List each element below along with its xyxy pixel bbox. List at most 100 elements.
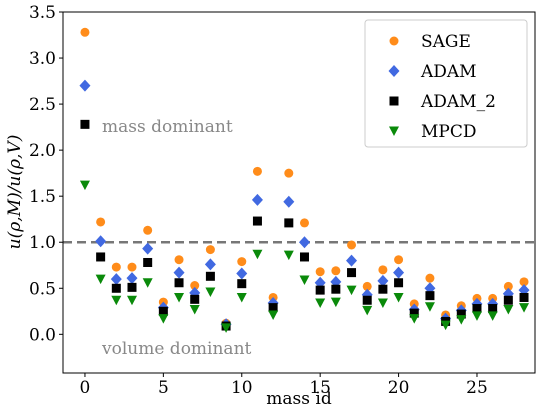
point — [315, 298, 326, 309]
x-tick-label: 20 — [388, 378, 410, 398]
y-tick-label: 2.5 — [29, 95, 56, 115]
point — [205, 245, 215, 255]
point — [471, 311, 482, 321]
point — [236, 292, 247, 303]
point — [204, 258, 216, 271]
point — [299, 252, 309, 262]
legend-marker — [389, 96, 399, 106]
legend-label: ADAM_2 — [420, 92, 496, 112]
point — [456, 309, 466, 319]
y-tick-label: 0.0 — [29, 325, 56, 345]
point — [409, 308, 419, 318]
point — [488, 304, 498, 314]
point — [347, 240, 357, 250]
point — [472, 304, 482, 314]
legend-label: SAGE — [421, 32, 471, 52]
point — [173, 266, 185, 279]
point — [205, 287, 216, 297]
point — [111, 283, 121, 293]
point — [95, 235, 107, 248]
point — [503, 304, 514, 315]
point — [190, 294, 200, 304]
point — [425, 273, 435, 283]
point — [127, 282, 137, 292]
point — [127, 262, 137, 272]
point — [315, 285, 325, 295]
point — [268, 310, 279, 320]
point — [237, 279, 247, 289]
y-tick-label: 2.0 — [29, 141, 56, 161]
point — [424, 302, 435, 312]
x-tick-label: 5 — [158, 378, 169, 398]
point — [142, 278, 153, 288]
point — [142, 242, 154, 255]
point — [503, 281, 513, 291]
point — [158, 306, 168, 316]
legend-marker — [389, 36, 399, 46]
point — [268, 303, 278, 313]
point — [315, 267, 325, 277]
annotation: volume dominant — [101, 339, 252, 359]
point — [205, 271, 215, 281]
point — [347, 268, 357, 278]
point — [284, 218, 294, 228]
point — [95, 274, 106, 285]
point — [96, 217, 106, 227]
legend-marker — [388, 65, 400, 77]
y-tick-label: 3.5 — [29, 3, 56, 23]
point — [80, 119, 90, 129]
point — [143, 257, 153, 267]
point — [440, 320, 451, 331]
point — [158, 314, 169, 324]
point — [298, 236, 310, 249]
x-axis-label: mass id — [266, 389, 332, 409]
point — [331, 266, 341, 276]
legend-label: MPCD — [421, 122, 476, 142]
point — [283, 195, 295, 208]
point — [174, 292, 185, 303]
point — [189, 304, 200, 315]
point — [331, 284, 341, 294]
point — [456, 315, 467, 325]
y-tick-label: 1.0 — [29, 233, 56, 253]
point — [237, 257, 247, 267]
point — [377, 298, 388, 309]
legend-label: ADAM — [420, 62, 477, 82]
point — [143, 225, 153, 235]
point — [362, 305, 373, 316]
point — [519, 292, 529, 302]
point — [519, 277, 529, 287]
y-axis-label: u(ρ,M)/u(ρ,V) — [5, 135, 25, 250]
point — [252, 249, 263, 260]
point — [110, 273, 122, 286]
point — [393, 266, 405, 279]
y-tick-label: 1.5 — [29, 187, 56, 207]
point — [252, 216, 262, 226]
x-tick-label: 0 — [80, 378, 91, 398]
point — [362, 281, 372, 291]
point — [330, 297, 341, 308]
point — [111, 295, 122, 306]
point — [111, 262, 121, 272]
point — [251, 193, 263, 206]
point — [519, 303, 530, 313]
point — [503, 295, 513, 305]
legend-box — [364, 19, 528, 148]
point — [174, 278, 184, 288]
point — [190, 281, 200, 291]
annotation: mass dominant — [102, 117, 233, 137]
point — [409, 314, 420, 324]
point — [378, 284, 388, 294]
point — [174, 255, 184, 265]
point — [425, 291, 435, 301]
point — [283, 250, 294, 261]
x-tick-label: 25 — [466, 378, 488, 398]
point — [236, 267, 248, 280]
plot-frame — [62, 11, 536, 374]
point — [126, 295, 137, 306]
point — [377, 274, 389, 287]
y-tick-label: 0.5 — [29, 279, 56, 299]
point — [378, 265, 388, 275]
point — [346, 285, 357, 296]
